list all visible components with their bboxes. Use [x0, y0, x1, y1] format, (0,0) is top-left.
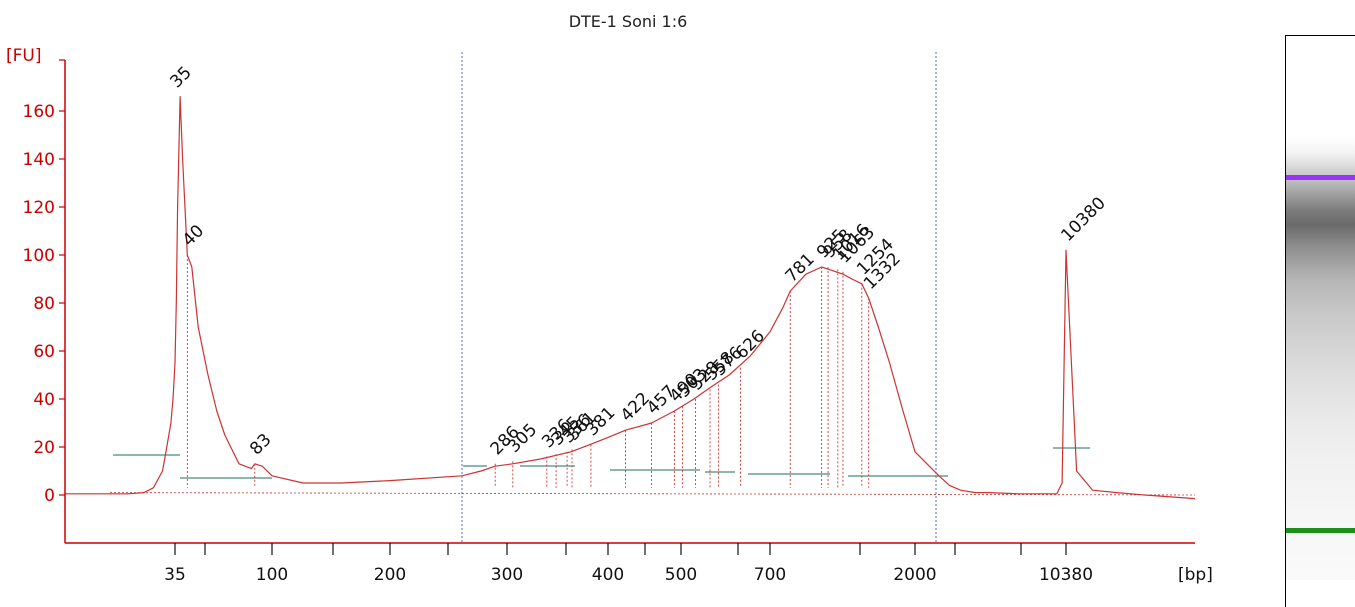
y-tick-label: 20: [33, 438, 55, 458]
baseline-dotted: [109, 492, 1196, 496]
y-tick-label: 140: [23, 150, 55, 170]
baseline-segments: [113, 447, 1090, 479]
x-tick-label: 500: [665, 565, 697, 585]
peak-label: 10380: [1057, 193, 1109, 245]
x-tick-label: 400: [592, 565, 624, 585]
axes: [64, 60, 1195, 544]
x-tick-label: 700: [754, 565, 786, 585]
upper-marker-band: [1286, 175, 1355, 180]
y-tick-label: 100: [23, 246, 55, 266]
y-tick-label: 160: [23, 102, 55, 122]
y-ticks: 0 20 40 60 80 100 120 140 160: [23, 59, 65, 506]
peak-drop-lines: [109, 255, 1196, 496]
x-tick-label: 10380: [1039, 565, 1093, 585]
gel-lane: [1286, 136, 1355, 580]
x-ticks: 35 100 200 300 400 500 700 2000 10380: [164, 543, 1093, 585]
x-axis-label: [bp]: [1178, 565, 1213, 585]
y-axis-label: [FU]: [6, 46, 42, 66]
lower-marker-band: [1286, 528, 1355, 533]
x-tick-label: 300: [491, 565, 523, 585]
peak-label: 40: [179, 221, 208, 250]
peak-label: 83: [246, 430, 275, 459]
series-layer: [65, 95, 1196, 500]
series-line: [65, 95, 1196, 500]
peak-label: 781: [782, 249, 819, 286]
peak-label: 35: [166, 63, 195, 92]
x-tick-label: 35: [164, 565, 186, 585]
y-tick-label: 0: [44, 486, 55, 506]
x-tick-label: 2000: [893, 565, 936, 585]
x-tick-label: 100: [256, 565, 288, 585]
chart-title: DTE-1 Soni 1:6: [569, 12, 688, 31]
window-guides: [461, 52, 937, 543]
x-tick-label: 200: [374, 565, 406, 585]
y-tick-label: 60: [33, 342, 55, 362]
gel-image-panel: [1285, 35, 1355, 607]
y-tick-label: 120: [23, 198, 55, 218]
y-tick-label: 80: [33, 294, 55, 314]
y-tick-label: 40: [33, 390, 55, 410]
